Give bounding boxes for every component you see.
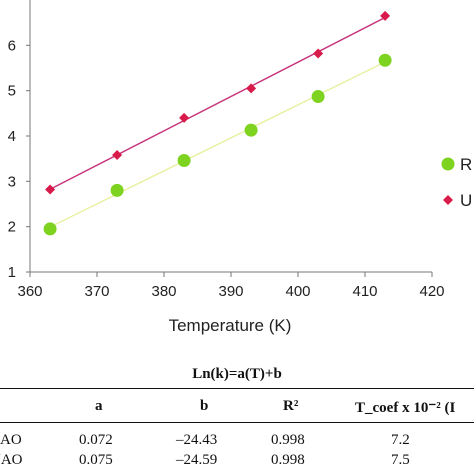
row-label-uao: UAO [0, 452, 23, 468]
data-point-u [246, 83, 257, 94]
data-point-r [378, 53, 392, 67]
legend-label-r: R [460, 155, 472, 174]
data-point-r [311, 90, 325, 104]
x-tick-label: 390 [218, 283, 243, 300]
data-point-r [110, 183, 124, 197]
table-header-rule [0, 422, 474, 423]
x-tick-label: 410 [352, 283, 377, 300]
temperature-chart: 360 370 380 390 400 410 420 1 2 3 4 5 6 Temperature … [8, 0, 472, 335]
legend: RU [441, 155, 472, 210]
row-rao-r2: 0.998 [271, 432, 305, 448]
data-point-u [313, 48, 324, 59]
legend-marker-r [441, 157, 455, 171]
data-point-u [45, 184, 56, 195]
row-label-rao: RAO [0, 432, 22, 448]
y-tick-label: 6 [8, 37, 16, 54]
y-tick-label: 3 [8, 173, 16, 190]
row-uao-r2: 0.998 [271, 452, 305, 468]
y-tick-label: 4 [8, 128, 16, 145]
x-tick-label: 420 [419, 283, 444, 300]
data-point-r [43, 222, 57, 236]
legend-marker-u [443, 195, 453, 205]
y-tick-label: 1 [8, 264, 16, 281]
row-rao-tcoef: 7.2 [391, 432, 410, 448]
x-tick-label: 360 [17, 283, 42, 300]
header-b: b [200, 398, 209, 414]
row-rao-a: 0.072 [79, 432, 113, 448]
row-uao-tcoef: 7.5 [391, 452, 410, 468]
trendline-u [49, 16, 386, 190]
header-tcoef: T_coef x 10⁻² (I [355, 400, 456, 416]
y-tick-label: 2 [8, 219, 16, 236]
data-point-u [380, 10, 391, 21]
table-top-rule [0, 388, 474, 389]
x-tick-label: 380 [151, 283, 176, 300]
table-title: Ln(k)=a(T)+b [192, 366, 282, 382]
header-a: a [95, 398, 103, 414]
x-axis-title: Temperature (K) [169, 316, 292, 335]
data-point-u [112, 150, 123, 161]
data-point-r [177, 153, 191, 167]
data-point-r [244, 123, 258, 137]
x-tick-label: 400 [285, 283, 310, 300]
plot-area: 360 370 380 390 400 410 420 1 2 3 4 5 6 [8, 0, 445, 300]
x-tick-label: 370 [84, 283, 109, 300]
header-r2: R² [283, 398, 299, 414]
data-point-u [179, 112, 190, 123]
y-tick-label: 5 [8, 83, 16, 100]
row-uao-b: –24.59 [176, 452, 218, 468]
row-uao-a: 0.075 [79, 452, 113, 468]
trendline-r [49, 61, 386, 228]
legend-label-u: U [460, 191, 472, 210]
row-rao-b: –24.43 [176, 432, 218, 448]
